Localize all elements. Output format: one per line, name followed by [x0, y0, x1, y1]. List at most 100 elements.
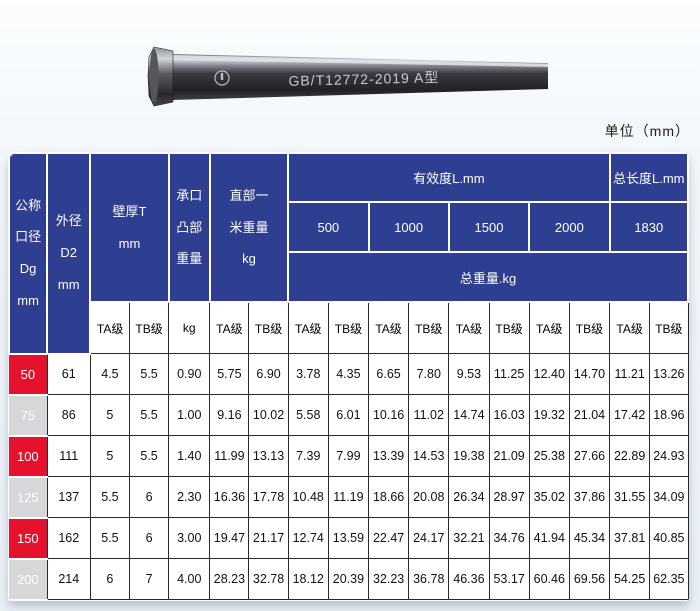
subheader-tb: TB级: [327, 301, 370, 354]
header-length-1000: 1000: [367, 201, 450, 253]
header-straight-per-meter-weight: 直部一 米重量 kg: [208, 152, 290, 303]
table-row: 125 137 5.5 6 2.30 16.36 17.78 10.48 11.19 18.66 2…: [9, 475, 689, 519]
pipe-barrel: [172, 54, 548, 100]
brand-logo-mark: [220, 73, 224, 80]
pipe-graphic: GB/T12772-2019 A型: [147, 46, 548, 107]
data-cell: 20.08: [408, 476, 450, 518]
data-cell: 40.85: [649, 517, 689, 559]
header-length-500: 500: [287, 201, 370, 253]
data-cell: 5.5: [128, 435, 170, 477]
subheader-tb: TB级: [649, 301, 689, 354]
data-cell: 5.5: [89, 476, 130, 518]
table-row: 150 162 5.5 6 3.00 19.47 21.17 12.74 13.59 22.47 2…: [9, 516, 689, 560]
subheader-tb: TB级: [248, 301, 289, 354]
data-cell: 11.99: [209, 435, 250, 477]
data-cell: 1.40: [168, 435, 211, 477]
data-cell: 7: [128, 558, 170, 600]
data-cell: 3.78: [287, 353, 329, 395]
data-cell: 5.75: [209, 353, 250, 395]
data-cell: 32.23: [367, 558, 410, 600]
subheader-ta: TA级: [287, 301, 329, 354]
subheader-tb: TB级: [568, 301, 611, 354]
data-cell: 5.5: [128, 394, 170, 436]
data-cell: 5.5: [89, 517, 130, 559]
header-outer-diameter: 外径 D2 mm: [46, 152, 92, 355]
data-cell: 11.02: [408, 394, 450, 436]
data-cell: 11.19: [327, 476, 370, 518]
header-length-1500: 1500: [447, 201, 531, 253]
data-cell: 12.74: [287, 517, 329, 559]
header-length-1830: 1830: [608, 201, 689, 253]
data-cell: 16.36: [209, 476, 250, 518]
data-cell: 28.23: [209, 558, 250, 600]
row-label-100: 100: [9, 434, 48, 478]
pipe-product-image: GB/T12772-2019 A型: [146, 44, 551, 108]
data-cell: 10.16: [367, 394, 410, 436]
data-cell: 45.34: [568, 517, 611, 559]
data-cell: 86: [46, 394, 91, 436]
data-cell: 6.90: [248, 353, 289, 395]
row-label-125: 125: [9, 475, 48, 519]
data-cell: 54.25: [609, 558, 651, 600]
data-cell: 4.5: [89, 353, 130, 395]
table-row: 50 61 4.5 5.5 0.90 5.75 6.90 3.78 4.35 6.65 7.80 9.…: [9, 352, 689, 396]
data-cell: 137: [46, 476, 91, 518]
header-total-length: 总长度L.mm: [608, 152, 689, 203]
data-cell: 35.02: [528, 476, 570, 518]
subheader-tb: TB级: [128, 301, 170, 354]
data-cell: 18.12: [287, 558, 329, 600]
data-cell: 19.38: [448, 435, 490, 477]
data-cell: 22.47: [367, 517, 410, 559]
data-cell: 7.99: [327, 435, 370, 477]
pipe-marking-text: GB/T12772-2019 A型: [288, 69, 439, 89]
data-cell: 6.01: [327, 394, 370, 436]
data-cell: 13.39: [367, 435, 410, 477]
data-cell: 19.32: [528, 394, 570, 436]
data-cell: 32.78: [248, 558, 289, 600]
pipe-socket-rim: [149, 49, 159, 103]
data-cell: 37.86: [568, 476, 611, 518]
data-cell: 13.13: [248, 435, 289, 477]
header-effective-length: 有效度L.mm: [287, 152, 611, 203]
subheader-kg: kg: [168, 301, 211, 354]
data-cell: 24.17: [408, 517, 450, 559]
data-cell: 5: [89, 435, 130, 477]
data-cell: 61: [46, 353, 91, 395]
data-cell: 24.93: [649, 435, 689, 477]
data-cell: 5.58: [287, 394, 329, 436]
data-cell: 10.48: [287, 476, 329, 518]
data-cell: 53.17: [488, 558, 530, 600]
data-cell: 21.09: [488, 435, 530, 477]
data-cell: 4.35: [327, 353, 370, 395]
data-cell: 34.09: [649, 476, 689, 518]
data-cell: 20.39: [327, 558, 370, 600]
data-cell: 111: [46, 435, 91, 477]
subheader-ta: TA级: [89, 301, 130, 354]
data-cell: 6: [128, 517, 170, 559]
header-total-weight: 总重量.kg: [287, 251, 689, 303]
data-cell: 6: [128, 476, 170, 518]
table-row: 100 111 5 5.5 1.40 11.99 13.13 7.39 7.99 13.39 14.…: [9, 434, 689, 478]
subheader-ta: TA级: [448, 301, 490, 354]
data-cell: 34.76: [488, 517, 530, 559]
spec-table: 公称 口径 Dg mm 外径 D2 mm 壁厚T mm 承口 凸部 重量 直部一…: [8, 152, 689, 601]
data-cell: 2.30: [168, 476, 211, 518]
data-cell: 31.55: [609, 476, 651, 518]
data-cell: 7.39: [287, 435, 329, 477]
data-cell: 9.16: [209, 394, 250, 436]
brand-logo-icon: [214, 70, 230, 86]
data-cell: 11.25: [488, 353, 530, 395]
data-cell: 214: [46, 558, 91, 600]
data-cell: 10.02: [248, 394, 289, 436]
data-cell: 18.66: [367, 476, 410, 518]
data-cell: 1.00: [168, 394, 211, 436]
subheader-ta: TA级: [528, 301, 570, 354]
data-cell: 7.80: [408, 353, 450, 395]
header-wall-thickness: 壁厚T mm: [89, 152, 170, 303]
subheader-ta: TA级: [367, 301, 410, 354]
data-cell: 21.17: [248, 517, 289, 559]
spec-table-container: 公称 口径 Dg mm 外径 D2 mm 壁厚T mm 承口 凸部 重量 直部一…: [8, 152, 689, 601]
row-label-75: 75: [9, 393, 48, 437]
subheader-ta: TA级: [209, 301, 250, 354]
data-cell: 9.53: [448, 353, 490, 395]
